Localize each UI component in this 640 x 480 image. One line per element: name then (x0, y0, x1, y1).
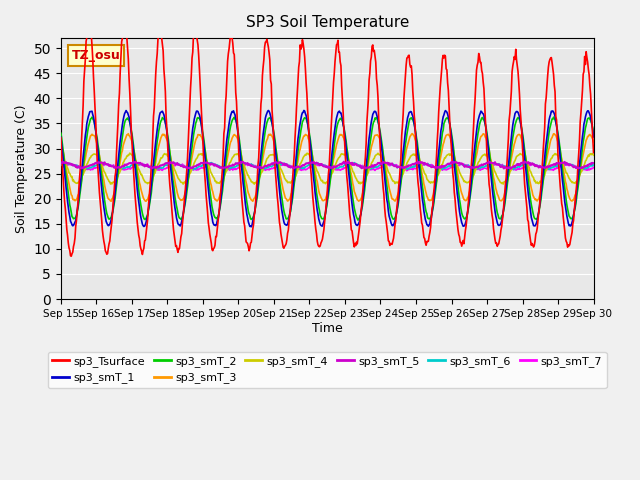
Y-axis label: Soil Temperature (C): Soil Temperature (C) (15, 104, 28, 233)
X-axis label: Time: Time (312, 322, 342, 335)
Legend: sp3_Tsurface, sp3_smT_1, sp3_smT_2, sp3_smT_3, sp3_smT_4, sp3_smT_5, sp3_smT_6, : sp3_Tsurface, sp3_smT_1, sp3_smT_2, sp3_… (48, 351, 607, 388)
Text: TZ_osu: TZ_osu (72, 49, 120, 62)
Title: SP3 Soil Temperature: SP3 Soil Temperature (246, 15, 409, 30)
